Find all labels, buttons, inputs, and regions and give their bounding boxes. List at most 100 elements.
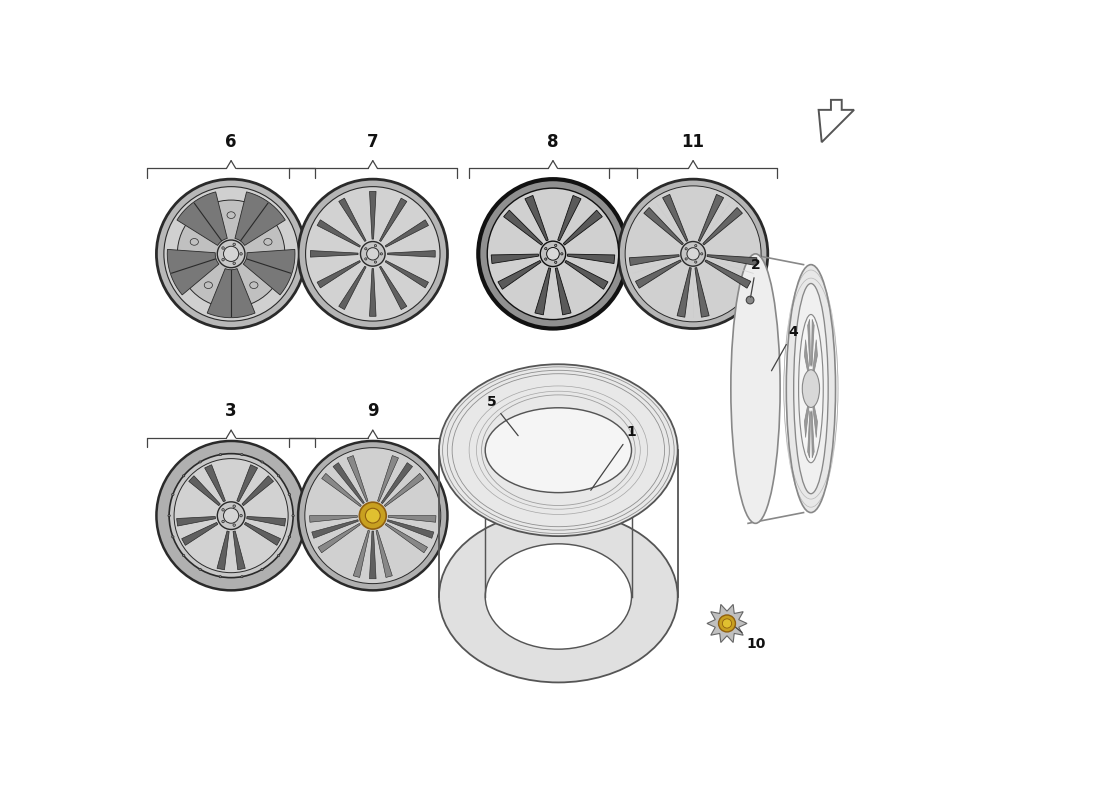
Polygon shape (812, 319, 814, 366)
Polygon shape (311, 520, 359, 538)
Polygon shape (321, 474, 361, 506)
Polygon shape (644, 207, 683, 245)
Ellipse shape (439, 364, 678, 536)
Ellipse shape (277, 474, 279, 477)
Text: 1: 1 (591, 426, 637, 490)
Ellipse shape (240, 253, 242, 255)
Polygon shape (310, 250, 358, 257)
Ellipse shape (540, 241, 565, 266)
Polygon shape (812, 410, 814, 458)
Ellipse shape (554, 261, 557, 263)
Ellipse shape (261, 461, 263, 463)
Polygon shape (353, 530, 370, 578)
Ellipse shape (250, 282, 258, 289)
Polygon shape (370, 531, 376, 578)
Ellipse shape (227, 212, 235, 218)
Ellipse shape (723, 619, 732, 628)
Ellipse shape (172, 536, 174, 538)
Polygon shape (707, 254, 757, 266)
Ellipse shape (439, 510, 678, 682)
Polygon shape (339, 266, 366, 310)
Ellipse shape (205, 282, 212, 289)
Polygon shape (379, 266, 407, 310)
Polygon shape (568, 254, 615, 263)
Text: 6: 6 (226, 133, 236, 150)
Polygon shape (818, 100, 854, 142)
Ellipse shape (794, 283, 828, 494)
Polygon shape (235, 192, 285, 246)
Polygon shape (636, 260, 681, 288)
Polygon shape (242, 476, 274, 506)
Ellipse shape (695, 245, 697, 246)
Ellipse shape (218, 502, 245, 530)
Ellipse shape (746, 296, 754, 304)
Ellipse shape (730, 254, 780, 523)
Text: 4: 4 (771, 326, 799, 370)
Ellipse shape (306, 186, 440, 321)
Ellipse shape (685, 258, 688, 260)
Polygon shape (309, 516, 358, 522)
Ellipse shape (544, 247, 547, 250)
Polygon shape (804, 379, 808, 398)
Ellipse shape (292, 514, 295, 517)
Polygon shape (318, 523, 361, 553)
Text: 5: 5 (486, 394, 518, 436)
Ellipse shape (478, 179, 628, 329)
Text: 8: 8 (547, 133, 559, 150)
Ellipse shape (277, 554, 279, 557)
Ellipse shape (365, 248, 367, 250)
Ellipse shape (156, 441, 306, 590)
Polygon shape (556, 268, 571, 315)
Ellipse shape (360, 502, 386, 529)
Text: 2: 2 (750, 258, 761, 298)
Ellipse shape (681, 242, 705, 266)
Polygon shape (339, 198, 366, 242)
Polygon shape (695, 267, 710, 317)
Ellipse shape (701, 253, 703, 255)
Polygon shape (182, 522, 218, 546)
Ellipse shape (222, 509, 224, 511)
Polygon shape (813, 379, 818, 398)
Ellipse shape (223, 508, 239, 523)
Polygon shape (244, 522, 280, 546)
Ellipse shape (190, 238, 198, 246)
Polygon shape (629, 254, 679, 266)
Ellipse shape (177, 200, 285, 308)
Polygon shape (317, 261, 361, 288)
Ellipse shape (172, 494, 174, 495)
Polygon shape (317, 220, 361, 247)
Polygon shape (558, 195, 581, 241)
Ellipse shape (233, 524, 235, 526)
Polygon shape (246, 517, 286, 526)
Polygon shape (205, 465, 225, 502)
Polygon shape (703, 207, 742, 245)
Ellipse shape (485, 408, 631, 493)
Ellipse shape (487, 188, 618, 319)
Ellipse shape (685, 248, 688, 250)
Polygon shape (377, 455, 398, 502)
Ellipse shape (183, 474, 185, 477)
Ellipse shape (223, 246, 239, 262)
Ellipse shape (561, 253, 563, 255)
Ellipse shape (618, 179, 768, 329)
Polygon shape (379, 198, 407, 242)
Polygon shape (385, 523, 428, 553)
Ellipse shape (365, 258, 367, 260)
Ellipse shape (799, 314, 823, 462)
Ellipse shape (233, 262, 235, 265)
Ellipse shape (233, 505, 235, 507)
Ellipse shape (241, 454, 243, 456)
Ellipse shape (381, 253, 383, 255)
Ellipse shape (366, 248, 379, 260)
Ellipse shape (183, 554, 185, 557)
Ellipse shape (625, 186, 761, 322)
Polygon shape (348, 455, 369, 502)
Ellipse shape (219, 576, 221, 578)
Polygon shape (387, 520, 433, 538)
Polygon shape (698, 194, 724, 242)
Ellipse shape (547, 247, 559, 260)
Polygon shape (705, 260, 751, 288)
Text: 10: 10 (733, 626, 766, 651)
Polygon shape (662, 194, 688, 242)
Ellipse shape (261, 568, 263, 570)
